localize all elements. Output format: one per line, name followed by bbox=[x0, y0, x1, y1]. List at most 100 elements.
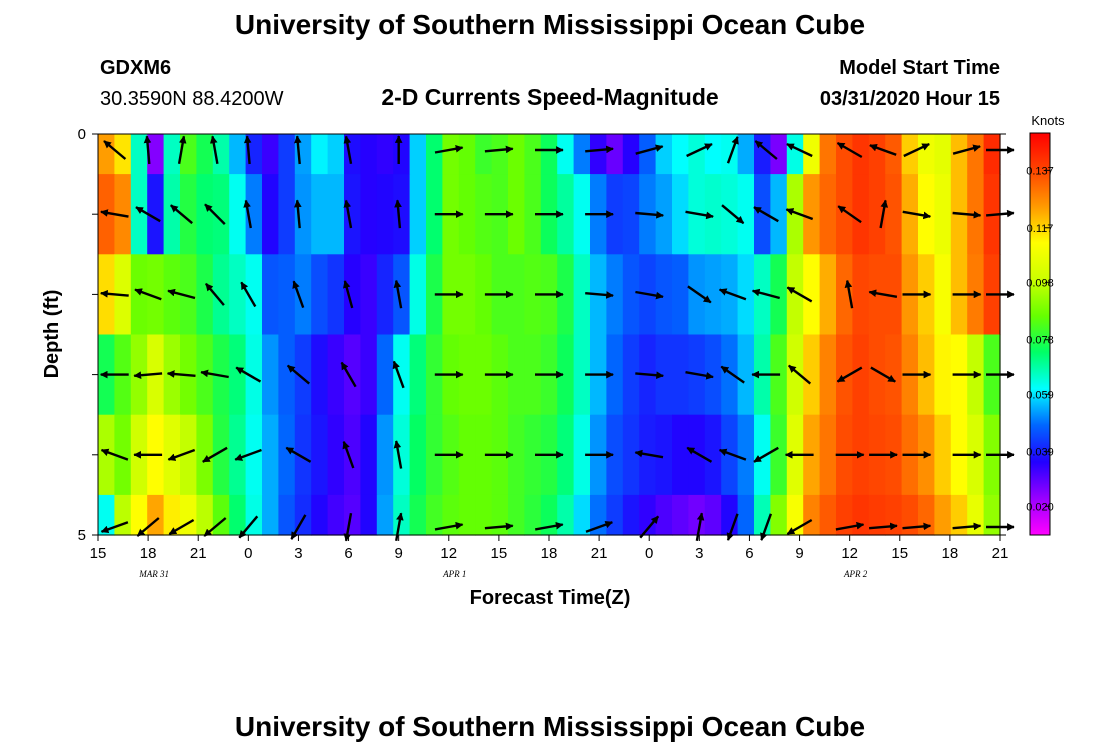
current-vector bbox=[753, 206, 779, 223]
current-vector bbox=[240, 281, 257, 308]
heatmap-cell bbox=[327, 254, 345, 336]
current-vector bbox=[292, 280, 305, 309]
heatmap-cell bbox=[704, 134, 722, 175]
current-vector bbox=[720, 365, 745, 384]
current-vector bbox=[786, 143, 813, 158]
heatmap-cell bbox=[918, 134, 935, 175]
heatmap-cell bbox=[458, 254, 476, 336]
heatmap-cell bbox=[163, 174, 181, 255]
x-axis: 15 18 21 0 3 6 9 12 15 18 21 0 3 6 9 12 15 18 21 MAR 31 APR … bbox=[90, 535, 1008, 579]
heatmap-cell bbox=[836, 134, 853, 175]
colorbar-gradient bbox=[1029, 132, 1051, 536]
x-tick-label: 9 bbox=[795, 545, 803, 562]
heatmap-cell bbox=[934, 174, 952, 255]
heatmap-cell bbox=[196, 494, 214, 536]
heatmap-cell bbox=[819, 414, 837, 496]
heatmap-cell bbox=[868, 254, 886, 336]
heatmap-cell bbox=[491, 494, 509, 536]
heatmap-cell bbox=[311, 494, 329, 536]
current-vector bbox=[395, 512, 404, 542]
heatmap-cell bbox=[491, 134, 509, 175]
heatmap-cell bbox=[393, 174, 411, 255]
current-vector bbox=[753, 446, 779, 463]
heatmap-cell bbox=[426, 134, 443, 175]
heatmap-cell bbox=[376, 254, 394, 336]
colorbar-tick-label: 0.078 bbox=[1026, 335, 1054, 347]
heatmap-cell bbox=[344, 494, 361, 536]
colorbar-tick-label: 0.117 bbox=[1027, 223, 1054, 235]
heatmap-cell bbox=[803, 174, 821, 255]
current-vector bbox=[167, 288, 196, 300]
x-tick-label: 15 bbox=[891, 545, 908, 562]
heatmap-cell bbox=[458, 134, 476, 175]
heatmap-cell bbox=[672, 254, 689, 336]
current-vector bbox=[203, 517, 227, 537]
heatmap-cell bbox=[475, 494, 493, 536]
heatmap-cell bbox=[311, 134, 329, 175]
heatmap-cell bbox=[262, 134, 279, 175]
heatmap-cell bbox=[98, 494, 115, 536]
current-vector bbox=[243, 135, 252, 165]
heatmap-cell bbox=[819, 174, 837, 255]
y-tick-label: 0 bbox=[78, 126, 86, 143]
heatmap-cell bbox=[868, 494, 886, 536]
current-vector bbox=[844, 279, 854, 309]
heatmap-cell bbox=[786, 174, 804, 255]
date-label: APR 2 bbox=[843, 569, 868, 579]
heatmap-cell bbox=[655, 254, 673, 336]
heatmap-cell bbox=[212, 254, 230, 336]
heatmap-cell bbox=[262, 494, 279, 536]
heatmap-cell bbox=[754, 174, 771, 255]
heatmap-cell bbox=[360, 174, 378, 255]
heatmap-cell bbox=[180, 494, 197, 536]
heatmap-cell bbox=[770, 494, 788, 536]
heatmap-cell bbox=[262, 334, 279, 416]
colorbar: 0.137 0.117 0.098 0.078 0.059 0.039 0.020 bbox=[1026, 132, 1054, 536]
heatmap-cell bbox=[950, 494, 968, 536]
heatmap-cell bbox=[885, 254, 903, 336]
heatmap-cell bbox=[376, 134, 394, 175]
heatmap-cell bbox=[573, 134, 591, 175]
heatmap-cell bbox=[803, 334, 821, 416]
heatmap-cell bbox=[836, 494, 853, 536]
heatmap-cell bbox=[770, 174, 788, 255]
colorbar-tick-label: 0.098 bbox=[1026, 277, 1054, 289]
heatmap-cell bbox=[245, 174, 263, 255]
heatmap-cell bbox=[967, 134, 985, 175]
heatmap-cell bbox=[376, 174, 394, 255]
current-vector bbox=[634, 449, 664, 459]
current-vector bbox=[200, 369, 229, 379]
current-vector bbox=[952, 144, 981, 155]
heatmap-cell bbox=[852, 494, 870, 536]
heatmap-cell bbox=[393, 134, 411, 175]
heatmap-cell bbox=[655, 174, 673, 255]
heatmap-cell bbox=[803, 134, 821, 175]
heatmap-cell bbox=[327, 334, 345, 416]
current-vector bbox=[484, 145, 514, 154]
heatmap-cell bbox=[606, 334, 624, 416]
heatmap-cell bbox=[803, 254, 821, 336]
current-vector bbox=[635, 210, 664, 219]
heatmap-cell bbox=[622, 334, 640, 416]
current-vectors bbox=[99, 135, 1015, 542]
heatmap-cell bbox=[130, 174, 148, 255]
current-vector bbox=[902, 522, 932, 531]
colorbar-tick-label: 0.020 bbox=[1026, 501, 1054, 513]
heatmap-cell bbox=[278, 334, 296, 416]
current-vector bbox=[293, 135, 302, 165]
heatmap-cell bbox=[606, 254, 624, 336]
x-axis-label: Forecast Time(Z) bbox=[470, 587, 631, 609]
current-vector bbox=[786, 286, 813, 303]
x-tick-label: 18 bbox=[942, 545, 959, 562]
heatmap-cell bbox=[212, 494, 230, 536]
heatmap-cell bbox=[557, 494, 575, 536]
current-vector bbox=[100, 289, 129, 298]
heatmap-cell bbox=[163, 494, 181, 536]
current-vector bbox=[903, 143, 930, 158]
current-vector bbox=[639, 515, 660, 539]
heatmap-cell bbox=[540, 494, 558, 536]
heatmap-cell bbox=[770, 254, 788, 336]
date-label: APR 1 bbox=[442, 569, 466, 579]
heatmap-cell bbox=[147, 254, 165, 336]
heatmap-cell bbox=[524, 494, 542, 536]
